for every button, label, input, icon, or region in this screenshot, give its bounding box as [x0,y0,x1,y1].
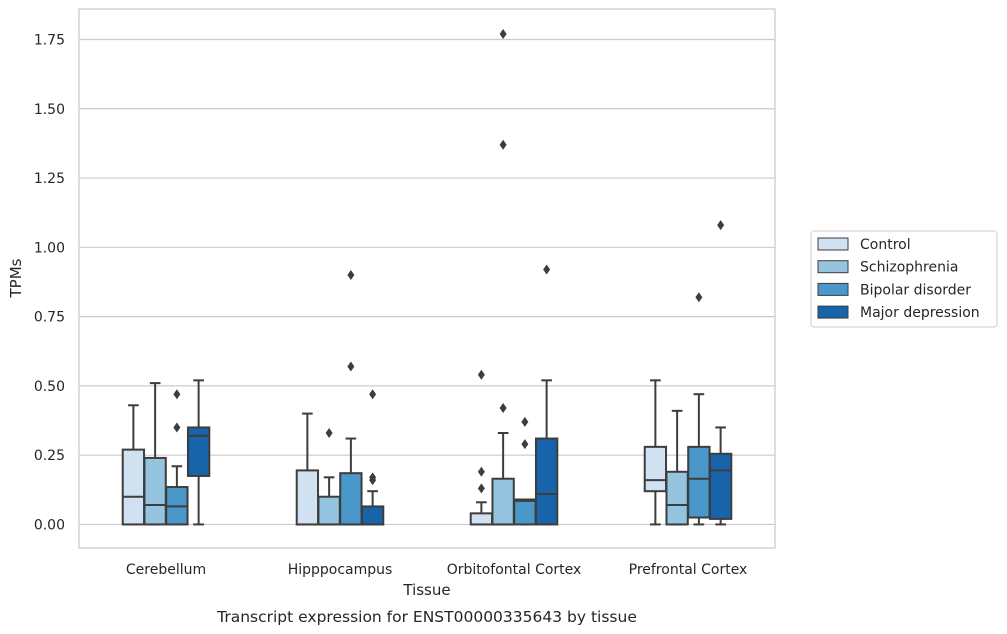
outlier-point [477,369,485,380]
y-tick-label: 0.25 [34,448,65,464]
box-control [469,369,494,526]
outlier-point [369,472,377,483]
y-tick-label: 1.75 [34,32,65,48]
box-iqr [121,448,146,526]
outlier-point [521,439,529,450]
y-tick-label: 0.00 [34,517,65,533]
x-axis-title: Tissue [402,581,450,599]
legend-label: Major depression [860,305,980,321]
legend-swatch [817,282,849,296]
box-bipolar-disorder [165,389,189,526]
box-iqr [295,469,320,526]
box-iqr [317,495,341,526]
plot-background [79,9,775,548]
legend-items: Control Schizophrenia Bipolar disorder Majo… [817,237,980,321]
outlier-point [695,292,703,303]
y-axis-title: TPMs [7,258,25,298]
legend: Control Schizophrenia Bipolar disorder Majo… [810,230,998,328]
box-iqr [513,498,537,526]
outlier-point [325,427,333,438]
box-iqr [708,452,733,520]
box-iqr [491,477,515,526]
x-tick-label: Prefrontal Cortex [629,562,748,578]
y-axis-ticks: 0.00 0.25 0.50 0.75 1.00 1.25 1.50 1.75 [34,32,65,533]
legend-swatch [817,237,849,251]
outlier-point [477,466,485,477]
box-iqr [360,505,385,526]
box-iqr [665,470,689,526]
y-tick-label: 0.50 [34,379,65,395]
x-tick-label: Cerebellum [126,562,206,578]
box-bipolar-disorder [687,292,711,526]
box-major-depression [360,389,385,526]
box-schizophrenia [317,427,341,526]
outlier-point [717,220,725,231]
outlier-point [499,28,507,39]
box-schizophrenia [491,28,515,526]
x-tick-label: Orbitofontal Cortex [447,562,582,578]
outlier-point [543,264,551,275]
plot-frame [78,8,776,549]
box-iqr [186,426,211,477]
box-control [643,379,668,526]
outlier-point [347,361,355,372]
outlier-point [173,422,181,433]
legend-label: Bipolar disorder [860,282,971,298]
legend-frame [810,230,998,328]
outlier-point [499,403,507,414]
box-iqr [534,437,559,526]
y-tick-label: 0.75 [34,310,65,326]
x-axis-ticks: Cerebellum Hipppocampus Orbitofontal Corte… [126,562,747,578]
y-tick-label: 1.00 [34,240,65,256]
outlier-point [347,270,355,281]
box-major-depression [534,264,559,526]
outlier-point [499,139,507,150]
box-bipolar-disorder [339,270,363,526]
box-iqr [469,512,494,526]
box-iqr [687,445,711,519]
box-major-depression [186,379,211,526]
outlier-point [173,389,181,400]
box-iqr [643,445,668,493]
box-iqr [339,472,363,526]
y-tick-label: 1.50 [34,102,65,118]
y-tick-label: 1.25 [34,171,65,187]
outlier-point [521,416,529,427]
x-tick-label: Hipppocampus [288,562,393,578]
chart-caption: Transcript expression for ENST0000033564… [216,608,637,626]
outlier-point [477,483,485,494]
outlier-point [369,389,377,400]
legend-label: Schizophrenia [860,260,958,276]
box-major-depression [708,220,733,526]
box-schizophrenia [665,409,689,526]
legend-swatch [817,260,849,274]
legend-label: Control [860,237,911,253]
box-iqr [143,456,167,526]
legend-swatch [817,305,849,319]
box-plot-series [121,28,733,526]
